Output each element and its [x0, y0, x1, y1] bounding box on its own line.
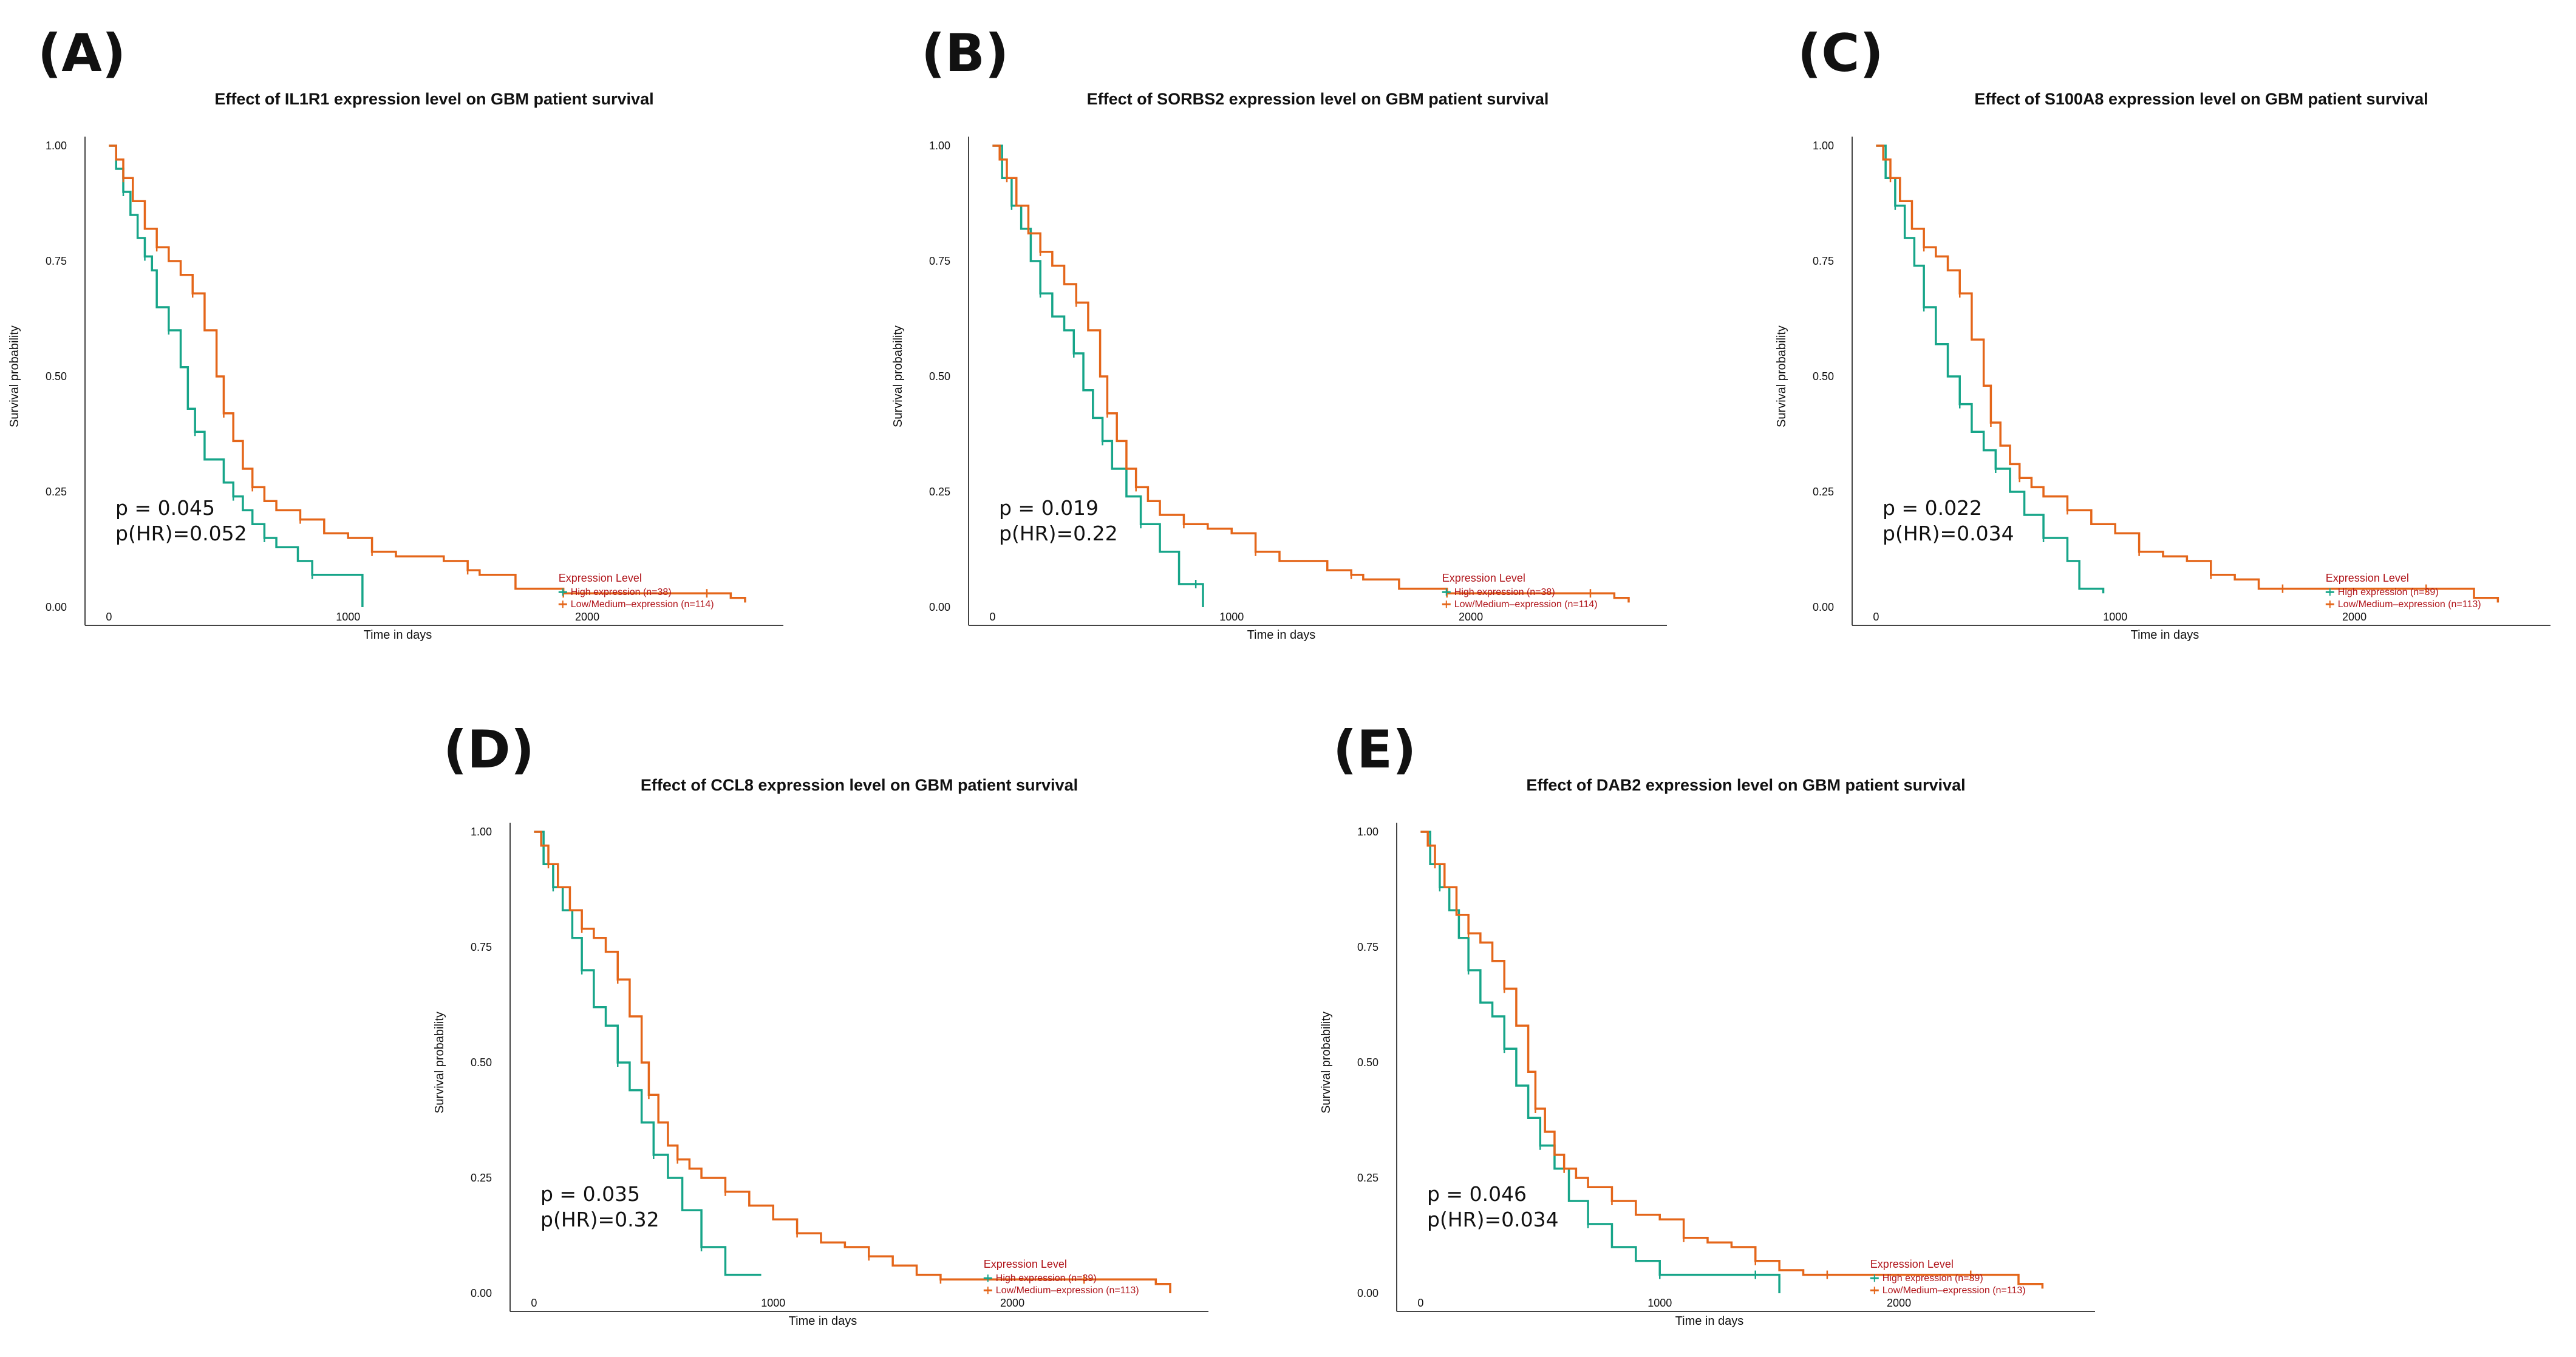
p-value-text: p = 0.019: [999, 496, 1099, 520]
x-axis-label: Time in days: [1247, 628, 1316, 642]
y-tick-label: 1.00: [1813, 140, 1834, 152]
series-low-medium-expression: [1876, 145, 2499, 603]
panel-label: (A): [38, 23, 126, 84]
legend-item: High expression (n=39): [1883, 1273, 1983, 1284]
legend-title: Expression Level: [559, 572, 642, 584]
y-axis-label: Survival probability: [8, 325, 21, 427]
survival-chart: Effect of CCL8 expression level on GBM p…: [433, 776, 1208, 1328]
y-tick-label: 0.50: [46, 370, 67, 383]
x-tick-label: 2000: [1459, 611, 1483, 623]
x-tick-label: 0: [1873, 611, 1879, 623]
series-low-medium-expression: [1420, 831, 2044, 1289]
y-tick-label: 0.25: [1813, 486, 1834, 498]
survival-chart: Effect of SORBS2 expression level on GBM…: [891, 90, 1667, 642]
chart-title: Effect of CCL8 expression level on GBM p…: [641, 776, 1078, 794]
series-high-expression: [534, 831, 762, 1276]
y-tick-label: 0.50: [471, 1056, 492, 1069]
y-tick-label: 0.50: [1357, 1056, 1378, 1069]
panel-label: (B): [921, 23, 1009, 84]
y-tick-label: 0.00: [1357, 1287, 1378, 1299]
legend-item: Low/Medium–expression (n=113): [996, 1285, 1139, 1296]
y-axis-label: Survival probability: [1775, 325, 1788, 427]
survival-chart: Effect of DAB2 expression level on GBM p…: [1320, 776, 2095, 1328]
panel-label: (D): [443, 719, 534, 780]
x-axis-label: Time in days: [1675, 1314, 1744, 1328]
legend-title: Expression Level: [1870, 1258, 1954, 1270]
x-tick-label: 1000: [761, 1297, 785, 1309]
legend-title: Expression Level: [984, 1258, 1067, 1270]
legend-item: Low/Medium–expression (n=114): [571, 599, 714, 610]
chart-title: Effect of IL1R1 expression level on GBM …: [214, 90, 653, 108]
y-tick-label: 0.00: [929, 601, 950, 613]
y-tick-label: 0.50: [1813, 370, 1834, 383]
legend-item: High expression (n=38): [1454, 587, 1555, 597]
panel-label: (E): [1333, 719, 1417, 780]
p-value-text: p = 0.035: [540, 1182, 640, 1206]
x-tick-label: 1000: [2103, 611, 2127, 623]
x-tick-label: 0: [989, 611, 995, 623]
y-tick-label: 1.00: [929, 140, 950, 152]
y-tick-label: 0.75: [46, 255, 67, 267]
legend-item: High expression (n=38): [571, 587, 672, 597]
chart-title: Effect of SORBS2 expression level on GBM…: [1087, 90, 1549, 108]
y-axis-label: Survival probability: [1320, 1012, 1333, 1114]
x-tick-label: 2000: [575, 611, 599, 623]
y-tick-label: 0.00: [1813, 601, 1834, 613]
series-high-expression: [109, 145, 364, 607]
panel-label: (C): [1797, 23, 1884, 84]
p-value-text: p = 0.046: [1427, 1182, 1527, 1206]
y-tick-label: 0.25: [929, 486, 950, 498]
x-tick-label: 2000: [1000, 1297, 1024, 1309]
legend-item: Low/Medium–expression (n=114): [1454, 599, 1598, 610]
y-axis-label: Survival probability: [891, 325, 905, 427]
series-high-expression: [1420, 831, 1780, 1293]
y-tick-label: 0.75: [1813, 255, 1834, 267]
x-tick-label: 2000: [2342, 611, 2366, 623]
x-tick-label: 0: [1417, 1297, 1423, 1309]
series-high-expression: [1876, 145, 2105, 594]
y-tick-label: 0.00: [46, 601, 67, 613]
x-axis-label: Time in days: [789, 1314, 857, 1328]
y-tick-label: 0.50: [929, 370, 950, 383]
legend-title: Expression Level: [2326, 572, 2409, 584]
p-hr-text: p(HR)=0.034: [1427, 1208, 1559, 1231]
x-tick-label: 0: [106, 611, 112, 623]
x-tick-label: 0: [531, 1297, 537, 1309]
p-hr-text: p(HR)=0.32: [540, 1208, 659, 1231]
y-tick-label: 1.00: [1357, 826, 1378, 838]
y-tick-label: 0.75: [471, 941, 492, 953]
y-axis-label: Survival probability: [433, 1012, 446, 1114]
p-hr-text: p(HR)=0.22: [999, 522, 1118, 545]
y-tick-label: 0.00: [471, 1287, 492, 1299]
survival-chart: Effect of IL1R1 expression level on GBM …: [8, 90, 783, 642]
survival-chart: Effect of S100A8 expression level on GBM…: [1775, 90, 2550, 642]
series-high-expression: [992, 145, 1204, 607]
y-tick-label: 0.25: [46, 486, 67, 498]
x-tick-label: 2000: [1887, 1297, 1911, 1309]
x-tick-label: 1000: [1647, 1297, 1672, 1309]
legend-item: Low/Medium–expression (n=113): [2338, 599, 2481, 610]
p-hr-text: p(HR)=0.034: [1883, 522, 2014, 545]
legend-item: High expression (n=39): [2338, 587, 2439, 597]
p-value-text: p = 0.045: [115, 496, 215, 520]
x-axis-label: Time in days: [364, 628, 432, 642]
y-tick-label: 0.75: [929, 255, 950, 267]
p-hr-text: p(HR)=0.052: [115, 522, 247, 545]
y-tick-label: 0.75: [1357, 941, 1378, 953]
x-tick-label: 1000: [1219, 611, 1244, 623]
legend-title: Expression Level: [1442, 572, 1525, 584]
y-tick-label: 1.00: [46, 140, 67, 152]
x-axis-label: Time in days: [2131, 628, 2199, 642]
chart-title: Effect of DAB2 expression level on GBM p…: [1526, 776, 1965, 794]
y-tick-label: 0.25: [471, 1172, 492, 1184]
legend-item: High expression (n=39): [996, 1273, 1097, 1284]
y-tick-label: 1.00: [471, 826, 492, 838]
x-tick-label: 1000: [336, 611, 360, 623]
y-tick-label: 0.25: [1357, 1172, 1378, 1184]
legend-item: Low/Medium–expression (n=113): [1883, 1285, 2026, 1296]
p-value-text: p = 0.022: [1883, 496, 1982, 520]
chart-title: Effect of S100A8 expression level on GBM…: [1974, 90, 2428, 108]
